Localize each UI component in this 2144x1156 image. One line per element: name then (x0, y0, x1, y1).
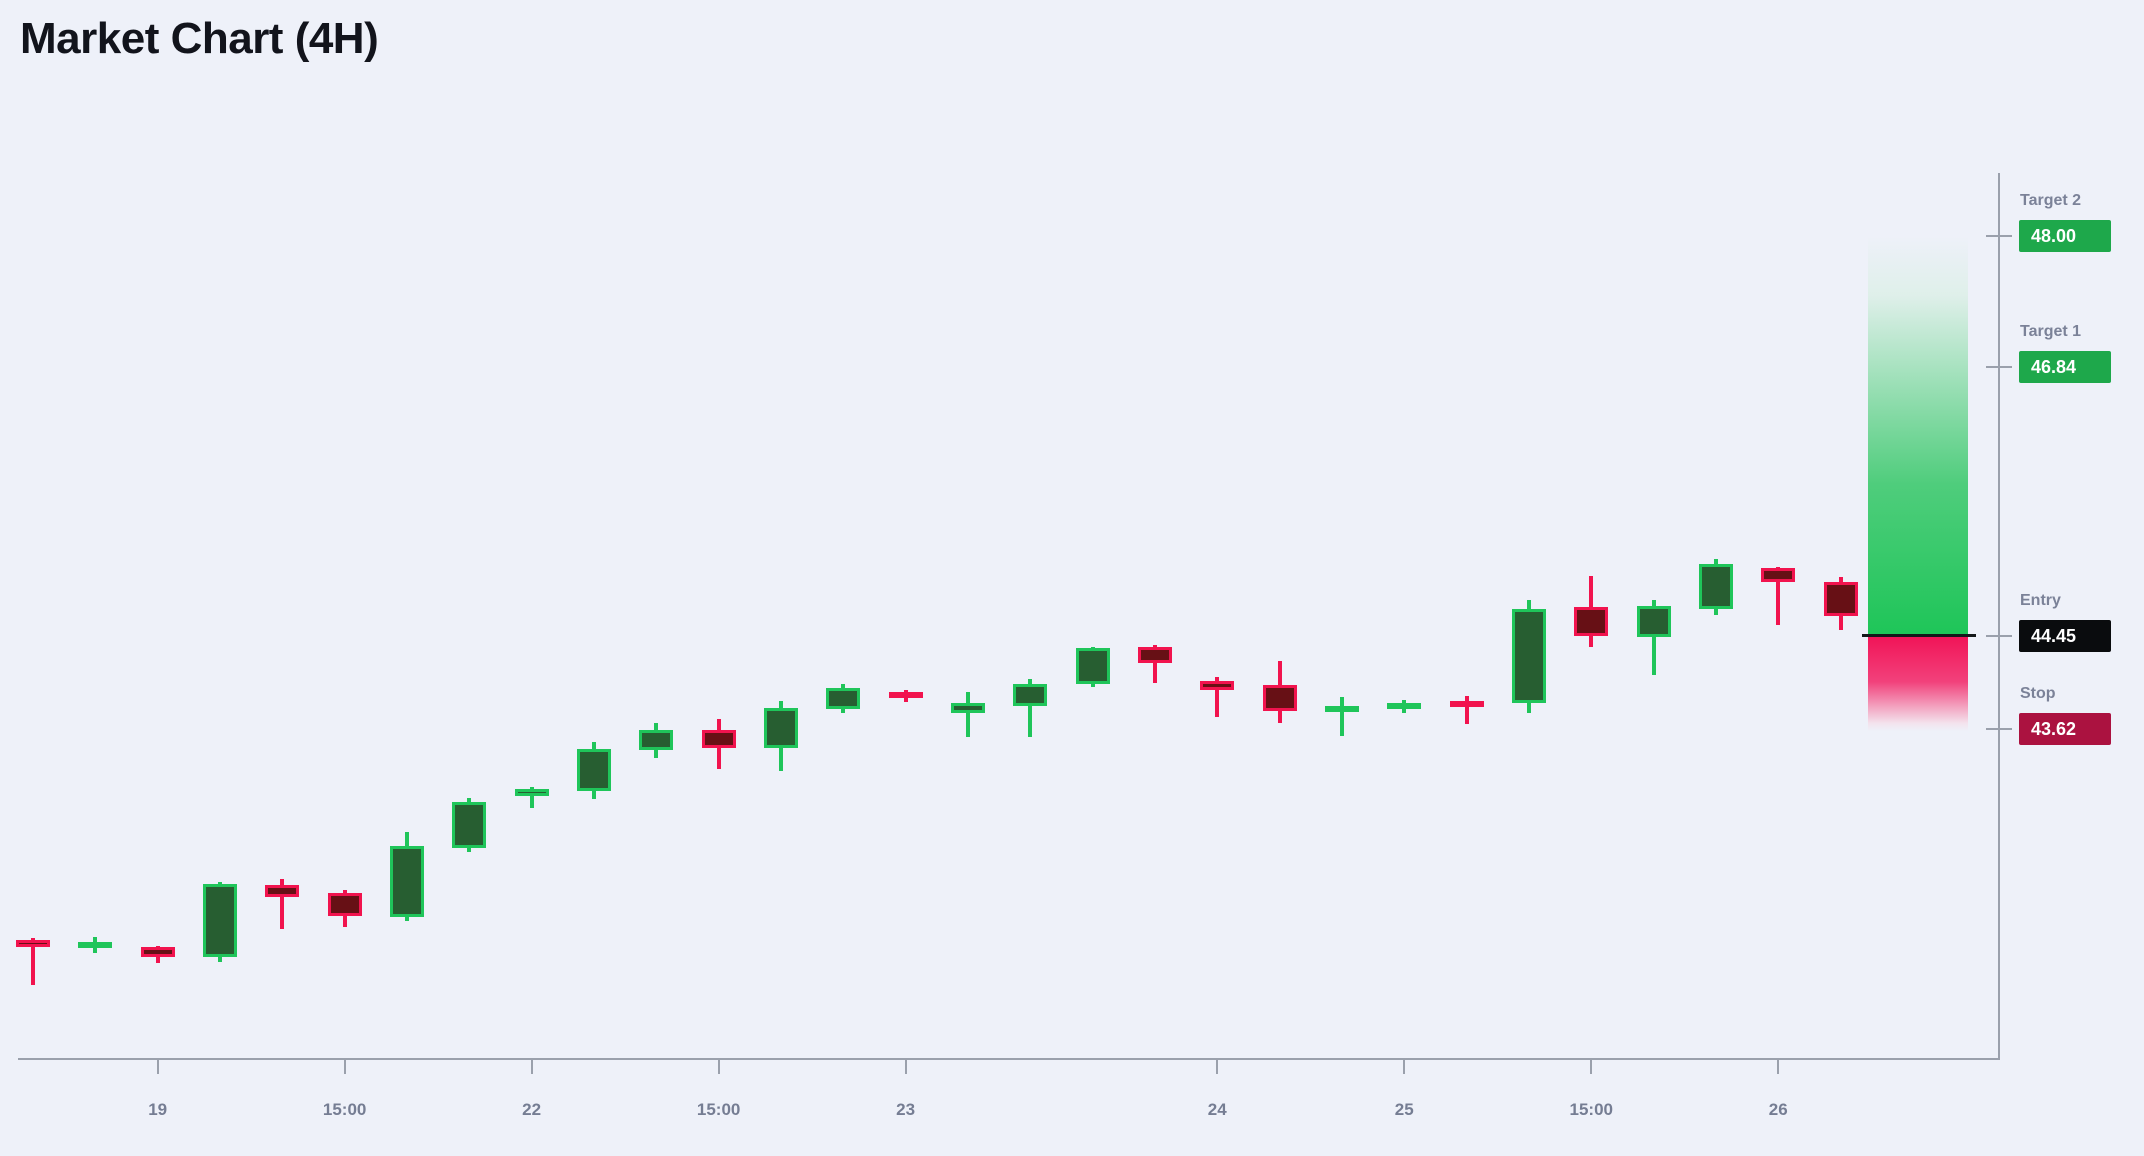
x-axis-tick-label: 23 (896, 1100, 916, 1119)
candle-body-bearish (1262, 685, 1297, 711)
candle-body-bearish (265, 885, 300, 897)
candle-body-bearish (1761, 568, 1796, 582)
x-axis-tick (1777, 1058, 1780, 1074)
candle-wick (1215, 677, 1220, 717)
level-label: Stop (2020, 684, 2056, 702)
candle-body-bearish (1449, 700, 1484, 707)
candle-body-bearish (1200, 680, 1235, 690)
x-axis-line (18, 1058, 2000, 1060)
candle-body-bearish (1823, 581, 1858, 617)
candle-body-bullish (202, 884, 237, 958)
loss-zone (1868, 635, 1968, 731)
x-axis-tick (530, 1058, 533, 1074)
x-axis-tick-label: 26 (1768, 1100, 1788, 1119)
x-axis-tick-label: 15:00 (322, 1100, 367, 1119)
level-label: Entry (2020, 591, 2061, 609)
candle-body-bullish (639, 730, 674, 751)
level-label: Target 2 (2020, 192, 2082, 210)
candle-body-bearish (1137, 646, 1172, 663)
x-axis-tick (717, 1058, 720, 1074)
x-axis-tick-label: 15:00 (696, 1100, 741, 1119)
candle-wick (965, 691, 970, 737)
x-axis-tick-label: 15:00 (1569, 1100, 1613, 1119)
candle-body-bearish (888, 691, 923, 698)
candle-body-bullish (1511, 608, 1546, 703)
page-title: Market Chart (4H) (20, 14, 379, 63)
y-axis-line (1998, 173, 2000, 1060)
x-axis-tick (904, 1058, 907, 1074)
candle-body-bullish (452, 802, 487, 849)
x-axis-tick (1216, 1058, 1219, 1074)
candle-body-bearish (327, 893, 362, 916)
candle-body-bullish (1324, 706, 1359, 713)
candle-body-bullish (514, 788, 549, 797)
candle-body-bullish (1698, 563, 1733, 609)
candle-wick (1776, 566, 1781, 626)
level-price-badge: 44.45 (2019, 619, 2111, 652)
level-label: Target 1 (2020, 322, 2082, 340)
x-axis-tick (156, 1058, 159, 1074)
candle-body-bullish (950, 703, 985, 714)
y-axis-tick (1986, 365, 2012, 368)
level-price-badge: 46.84 (2019, 350, 2111, 383)
x-axis-tick (343, 1058, 346, 1074)
level-price-badge: 43.62 (2019, 712, 2111, 745)
candle-body-bullish (1013, 683, 1048, 707)
y-axis-tick (1986, 235, 2012, 238)
candle-body-bullish (763, 707, 798, 748)
candle-wick (1028, 679, 1033, 737)
candle-wick (1152, 644, 1157, 683)
candle-body-bearish (701, 730, 736, 748)
y-axis-tick (1986, 634, 2012, 637)
x-axis-tick-label: 25 (1394, 1100, 1414, 1119)
candle-body-bearish (16, 940, 50, 948)
candle-body-bullish (1075, 647, 1110, 684)
candle-body-bullish (389, 845, 424, 917)
candle-wick (529, 787, 534, 808)
x-axis-tick-label: 22 (522, 1100, 542, 1119)
candle-body-bullish (576, 749, 611, 791)
candle-body-bullish (1387, 703, 1422, 709)
candle-body-bullish (78, 941, 113, 949)
x-axis-tick (1403, 1058, 1406, 1074)
candle-body-bullish (1636, 606, 1671, 637)
candle-wick (1464, 696, 1469, 725)
y-axis-tick (1986, 727, 2012, 730)
candle-wick (1651, 599, 1656, 675)
candle-body-bullish (826, 688, 861, 709)
x-axis-tick-label: 19 (148, 1100, 168, 1119)
profit-zone (1868, 236, 1968, 636)
x-axis-tick (1590, 1058, 1593, 1074)
candle-wick (31, 938, 35, 986)
candle-body-bearish (1574, 607, 1609, 636)
candle-wick (1339, 697, 1344, 736)
entry-price-line (1862, 634, 1976, 637)
level-price-badge: 48.00 (2019, 220, 2111, 253)
x-axis-tick-label: 24 (1207, 1100, 1227, 1119)
candle-wick (280, 878, 285, 930)
candle-body-bearish (140, 947, 175, 958)
